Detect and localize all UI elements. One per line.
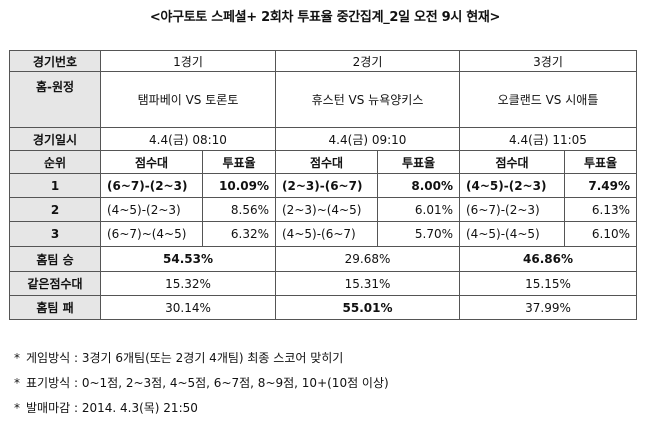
row-label-game-no: 경기번호 [9,50,101,72]
sub-header-score: 점수대 [275,150,378,174]
rank-score: (2~3)-(6~7) [275,173,378,198]
table-row: 3 (6~7)~(4~5) 6.32% (4~5)-(6~7) 5.70% (4… [9,221,637,247]
rank-rate: 7.49% [564,173,637,198]
table-row: 같은점수대 15.32% 15.31% 15.15% [9,271,637,296]
note-text: 표기방식 : 0~1점, 2~3점, 4~5점, 6~7점, 8~9점, 10+… [26,376,389,390]
note-item: * 발매마감 : 2014. 4.3(목) 21:50 [14,396,389,421]
home-lose-rate: 55.01% [275,295,460,320]
game-matchup: 탬파베이 VS 토론토 [100,71,276,128]
home-lose-rate: 37.99% [459,295,637,320]
game-number: 2경기 [275,50,460,72]
game-datetime: 4.4(금) 11:05 [459,127,637,151]
rank-score: (6~7)-(2~3) [459,197,565,222]
page-title: <야구토토 스페셜+ 2회차 투표율 중간집계_2일 오전 9시 현재> [149,10,501,25]
game-datetime: 4.4(금) 08:10 [100,127,276,151]
rank-rate: 6.13% [564,197,637,222]
rank-rate: 10.09% [202,173,276,198]
table-row: 1 (6~7)-(2~3) 10.09% (2~3)-(6~7) 8.00% (… [9,173,637,198]
home-win-rate: 54.53% [100,246,276,272]
rank-score: (4~5)-(2~3) [100,197,203,222]
same-score-rate: 15.32% [100,271,276,296]
rank-score: (4~5)-(2~3) [459,173,565,198]
vote-rate-table: 경기번호 1경기 2경기 3경기 홈-원정 탬파베이 VS 토론토 휴스턴 VS… [9,50,637,320]
table-row: 2 (4~5)-(2~3) 8.56% (2~3)~(4~5) 6.01% (6… [9,197,637,222]
note-text: 게임방식 : 3경기 6개팀(또는 2경기 4개팀) 최종 스코어 맞히기 [26,351,344,365]
sub-header-rate: 투표율 [377,150,460,174]
table-row: 홈팀 승 54.53% 29.68% 46.86% [9,246,637,272]
row-label-date: 경기일시 [9,127,101,151]
rank-number: 3 [9,221,101,247]
sub-header-rate: 투표율 [564,150,637,174]
note-marker: * [14,376,20,390]
row-label-same-score: 같은점수대 [9,271,101,296]
game-matchup: 휴스턴 VS 뉴욕양키스 [275,71,460,128]
game-datetime: 4.4(금) 09:10 [275,127,460,151]
rank-score: (4~5)-(4~5) [459,221,565,247]
rank-rate: 8.00% [377,173,460,198]
note-marker: * [14,351,20,365]
row-label-rank: 순위 [9,150,101,174]
same-score-rate: 15.15% [459,271,637,296]
rank-score: (6~7)-(2~3) [100,173,203,198]
note-item: * 표기방식 : 0~1점, 2~3점, 4~5점, 6~7점, 8~9점, 10… [14,371,389,396]
rank-rate: 5.70% [377,221,460,247]
note-text: 발매마감 : 2014. 4.3(목) 21:50 [26,401,198,415]
rank-rate: 8.56% [202,197,276,222]
notes: * 게임방식 : 3경기 6개팀(또는 2경기 4개팀) 최종 스코어 맞히기 *… [14,346,389,421]
game-number: 1경기 [100,50,276,72]
rank-score: (4~5)-(6~7) [275,221,378,247]
rank-number: 1 [9,173,101,198]
rank-rate: 6.32% [202,221,276,247]
table-row: 홈팀 패 30.14% 55.01% 37.99% [9,295,637,320]
rank-score: (2~3)~(4~5) [275,197,378,222]
row-label-home-lose: 홈팀 패 [9,295,101,320]
home-win-rate: 46.86% [459,246,637,272]
sub-header-score: 점수대 [100,150,203,174]
rank-number: 2 [9,197,101,222]
home-win-rate: 29.68% [275,246,460,272]
sub-header-rate: 투표율 [202,150,276,174]
row-label-home-away: 홈-원정 [9,71,101,128]
sub-header-score: 점수대 [459,150,565,174]
row-label-home-win: 홈팀 승 [9,246,101,272]
game-matchup: 오클랜드 VS 시애틀 [459,71,637,128]
rank-rate: 6.01% [377,197,460,222]
home-lose-rate: 30.14% [100,295,276,320]
rank-rate: 6.10% [564,221,637,247]
note-item: * 게임방식 : 3경기 6개팀(또는 2경기 4개팀) 최종 스코어 맞히기 [14,346,389,371]
rank-score: (6~7)~(4~5) [100,221,203,247]
note-marker: * [14,401,20,415]
same-score-rate: 15.31% [275,271,460,296]
game-number: 3경기 [459,50,637,72]
